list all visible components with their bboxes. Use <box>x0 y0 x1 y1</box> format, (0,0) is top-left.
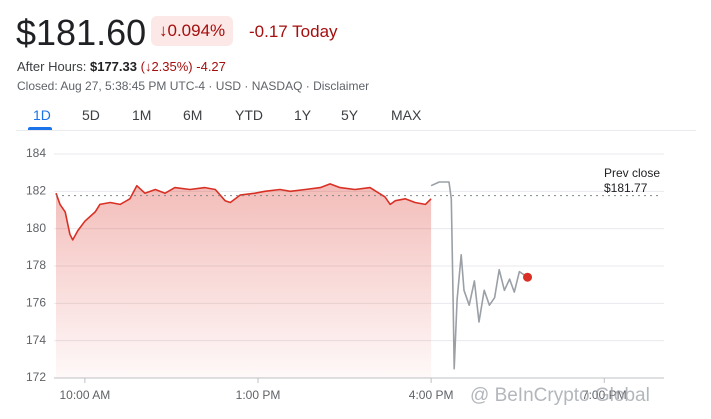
y-tick-label: 184 <box>26 146 46 160</box>
y-tick-label: 174 <box>26 333 46 347</box>
after-hours-price: $177.33 <box>89 59 137 74</box>
after-hours: After Hours: $177.33 (↓2.35%) -4.27 <box>17 59 226 74</box>
y-tick-label: 172 <box>26 370 46 384</box>
price: $181.60 <box>16 12 147 53</box>
after-hours-label: After Hours: <box>17 59 87 74</box>
x-tick-label: 4:00 PM <box>409 388 454 402</box>
range-tab[interactable]: MAX <box>391 107 422 123</box>
end-dot <box>523 272 533 282</box>
range-tab[interactable]: 5Y <box>341 107 359 123</box>
after-hours-pct: (↓2.35%) <box>140 59 193 74</box>
y-tick-label: 176 <box>26 296 46 310</box>
change-badge: ↓0.094% <box>151 16 234 46</box>
range-tab[interactable]: 5D <box>82 107 100 123</box>
range-tab[interactable]: 1M <box>132 107 152 123</box>
after-hours-change: -4.27 <box>196 59 226 74</box>
y-tick-label: 178 <box>26 258 46 272</box>
status-line: Closed: Aug 27, 5:38:45 PM UTC-4 · USD ·… <box>17 79 370 93</box>
y-tick-label: 180 <box>26 221 46 235</box>
y-tick-label: 182 <box>26 184 46 198</box>
watermark: @ BeInCrypto Global <box>470 385 650 406</box>
range-tab[interactable]: 1Y <box>294 107 312 123</box>
divider <box>16 130 696 131</box>
x-tick-label: 1:00 PM <box>236 388 281 402</box>
x-tick-label: 7:00 PM <box>582 388 627 402</box>
range-tab[interactable]: 1D <box>33 107 51 123</box>
range-tab[interactable]: YTD <box>235 107 263 123</box>
range-tab[interactable]: 6M <box>183 107 203 123</box>
change-today: -0.17 Today <box>249 22 338 41</box>
tab-indicator <box>28 127 52 130</box>
x-tick-label: 10:00 AM <box>60 388 111 402</box>
prev-close-value: $181.77 <box>604 181 648 195</box>
price-line <box>430 181 528 370</box>
prev-close-label: Prev close <box>604 166 660 180</box>
area-fill <box>56 183 432 378</box>
price-line <box>55 183 432 241</box>
